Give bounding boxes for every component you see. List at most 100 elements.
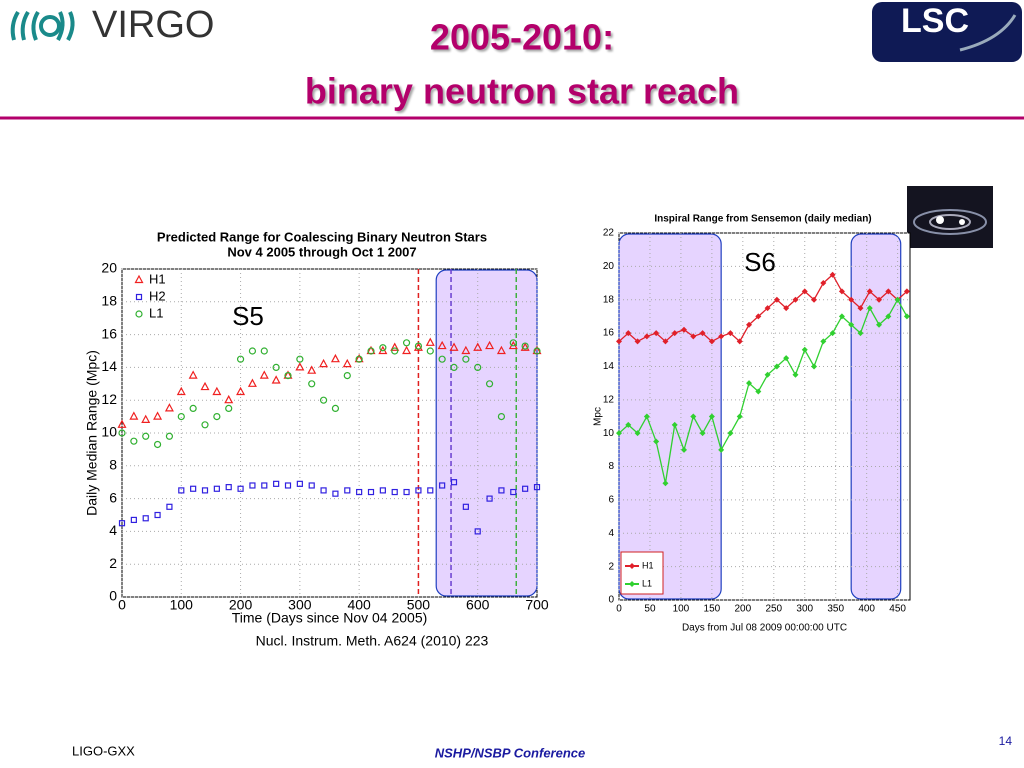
data-point: [486, 495, 493, 502]
data-point: [643, 333, 650, 340]
y-tick-label: 14: [101, 358, 117, 374]
data-point: [718, 333, 725, 340]
data-point: [260, 347, 268, 355]
data-point: [272, 363, 280, 371]
legend: H1 L1: [620, 551, 664, 595]
data-point: [332, 490, 339, 497]
data-point: [662, 480, 669, 487]
data-point: [690, 413, 697, 420]
data-point: [248, 347, 257, 355]
x-tick-label: 50: [644, 604, 656, 615]
data-point: [379, 487, 386, 494]
data-point: [390, 342, 400, 351]
footer-left: LIGO-GXX: [72, 743, 135, 758]
x-tick-label: 300: [796, 604, 813, 615]
data-point: [885, 313, 892, 320]
y-tick-label: 8: [109, 457, 117, 473]
data-point: [225, 484, 232, 491]
data-point: [319, 396, 328, 404]
x-axis-label: Days from Jul 08 2009 00:00:00 UTC: [682, 623, 847, 634]
data-point: [727, 430, 734, 437]
data-point: [708, 413, 715, 420]
data-point: [838, 313, 845, 320]
x-tick-label: 700: [525, 597, 549, 613]
data-point: [690, 333, 697, 340]
data-point: [271, 375, 281, 384]
data-point: [746, 321, 753, 328]
data-point: [811, 296, 818, 303]
data-point: [634, 338, 641, 345]
title: 2005-2010:: [430, 17, 614, 58]
data-point: [496, 345, 506, 355]
data-point: [177, 413, 185, 421]
data-point: [166, 503, 173, 510]
y-tick-label: 18: [603, 294, 615, 305]
data-point: [764, 371, 771, 378]
data-point: [876, 321, 883, 328]
y-tick-label: 10: [603, 428, 615, 439]
y-tick-label: 20: [101, 260, 117, 276]
data-point: [521, 342, 529, 350]
data-point: [820, 280, 827, 287]
data-point: [130, 516, 137, 524]
data-point: [746, 380, 753, 387]
data-point: [176, 386, 186, 396]
x-tick-label: 200: [734, 604, 751, 615]
y-tick-label: 0: [109, 588, 117, 604]
legend-marker: [629, 581, 635, 587]
data-point: [857, 305, 864, 312]
data-point: [903, 288, 910, 295]
data-point: [402, 339, 411, 347]
data-point: [616, 338, 622, 345]
data-point: [643, 413, 650, 420]
y-tick-label: 12: [603, 394, 615, 405]
y-tick-label: 20: [603, 261, 615, 272]
data-point: [736, 413, 743, 420]
data-point: [625, 330, 632, 337]
data-point: [662, 338, 669, 345]
citation: Nucl. Instrum. Meth. A624 (2010) 223: [256, 633, 489, 649]
data-point: [653, 438, 660, 445]
data-point: [485, 380, 494, 388]
data-point: [755, 388, 762, 395]
data-point: [736, 338, 743, 345]
data-point: [462, 355, 470, 363]
data-point: [343, 372, 351, 380]
data-point: [625, 421, 632, 428]
data-point: [284, 372, 292, 380]
data-point: [236, 386, 246, 396]
y-tick-label: 4: [109, 522, 117, 538]
legend-label: H1: [149, 271, 166, 286]
data-point: [164, 403, 174, 412]
data-point: [201, 487, 209, 494]
data-point: [118, 429, 126, 437]
data-point: [330, 353, 340, 363]
data-point: [391, 488, 398, 496]
data-point: [848, 321, 855, 328]
legend-marker: [629, 563, 635, 569]
data-point: [165, 432, 174, 440]
data-point: [200, 381, 210, 391]
data-point: [367, 488, 375, 496]
y-tick-label: 8: [608, 461, 614, 472]
x-tick-label: 450: [889, 604, 906, 615]
data-point: [414, 342, 423, 350]
shaded-span: [850, 233, 902, 600]
data-point: [671, 421, 678, 428]
data-point: [224, 394, 234, 404]
data-point: [903, 313, 910, 320]
x-axis-label: Time (Days since Nov 04 2005): [232, 610, 428, 626]
legend: H1 H2 L1: [134, 271, 166, 320]
data-point: [236, 355, 245, 363]
y-tick-label: 16: [101, 325, 117, 341]
data-point: [653, 330, 660, 337]
data-point: [213, 413, 221, 421]
footer-center: NSHP/NSBP Conference: [435, 745, 586, 760]
legend-marker: [135, 310, 143, 318]
data-point: [391, 347, 399, 355]
y-tick-label: 10: [101, 424, 117, 440]
y-tick-label: 18: [101, 293, 117, 309]
data-point: [461, 345, 471, 355]
annotation: S5: [232, 301, 264, 331]
